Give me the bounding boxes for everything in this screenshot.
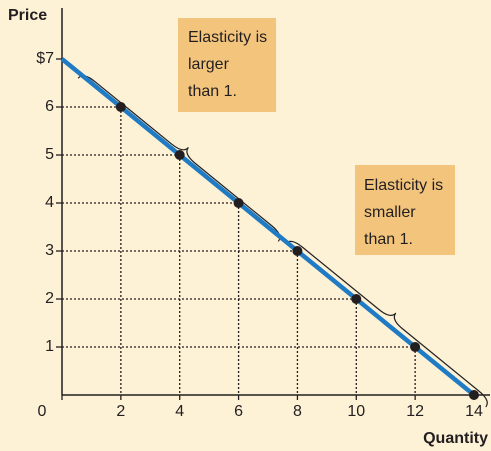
x-tick-label: 2 — [116, 403, 125, 420]
annotation-text: than 1. — [188, 83, 237, 100]
demand-line — [60, 57, 476, 397]
data-point — [351, 294, 362, 304]
annotation-text: smaller — [364, 204, 416, 221]
x-tick-label: 6 — [234, 403, 243, 420]
annotation-text: Elasticity is — [364, 177, 443, 194]
y-tick-label: 2 — [45, 290, 54, 307]
x-tick-label: 8 — [293, 403, 302, 420]
x-tick-label: 12 — [406, 403, 424, 420]
y-tick-label: 1 — [45, 338, 54, 355]
data-point — [115, 102, 126, 112]
x-tick-label: 0 — [38, 403, 47, 420]
x-tick-label: 10 — [347, 403, 365, 420]
x-tick-label: 4 — [175, 403, 184, 420]
x-axis-label: Quantity — [423, 430, 488, 447]
annotation-text: Elasticity is — [188, 29, 267, 46]
annotation-box — [178, 18, 276, 112]
annotation-box — [355, 165, 455, 255]
y-axis-label: Price — [8, 7, 47, 24]
y-tick-label: $7 — [36, 50, 54, 67]
annotation-text: than 1. — [364, 231, 413, 248]
data-point — [174, 150, 185, 160]
y-tick-label: 3 — [45, 242, 54, 259]
y-tick-label: 5 — [45, 146, 54, 163]
data-point — [233, 198, 244, 208]
annotation-text: larger — [188, 56, 230, 73]
data-point — [469, 390, 479, 400]
y-tick-label: 4 — [45, 194, 54, 211]
data-point — [410, 342, 421, 352]
y-tick-label: 6 — [45, 98, 54, 115]
x-tick-label: 14 — [465, 403, 483, 420]
brace — [77, 75, 281, 242]
data-point — [292, 246, 303, 256]
